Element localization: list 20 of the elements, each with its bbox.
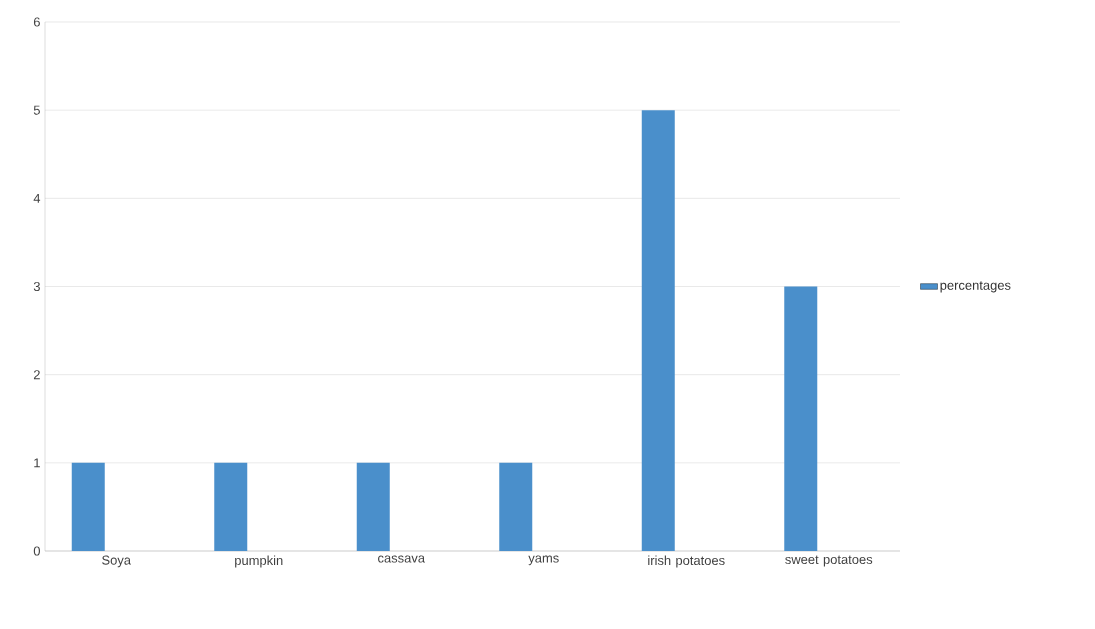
x-tick-label: yams xyxy=(528,555,559,566)
x-tick-label: pumpkin xyxy=(235,555,283,568)
legend-label: percentages xyxy=(940,281,1011,293)
x-tick-label: Soya xyxy=(102,555,132,568)
y-tick-label: 0 xyxy=(33,546,40,556)
x-tick-label: cassava xyxy=(378,555,426,563)
y-tick-label: 2 xyxy=(33,370,40,380)
bar xyxy=(499,462,533,551)
y-tick-label: 4 xyxy=(33,193,41,203)
x-tick-label: irish potatoes xyxy=(648,555,725,568)
y-tick-label: 6 xyxy=(33,17,40,27)
y-tick-label: 3 xyxy=(33,281,40,292)
y-tick-label: 1 xyxy=(34,458,40,468)
bar xyxy=(71,462,105,551)
bar xyxy=(214,462,248,551)
x-tick-label: sweet potatoes xyxy=(785,555,873,567)
bar xyxy=(356,462,390,551)
bar xyxy=(784,286,818,551)
bar xyxy=(641,110,675,551)
y-tick-label: 5 xyxy=(33,105,40,115)
